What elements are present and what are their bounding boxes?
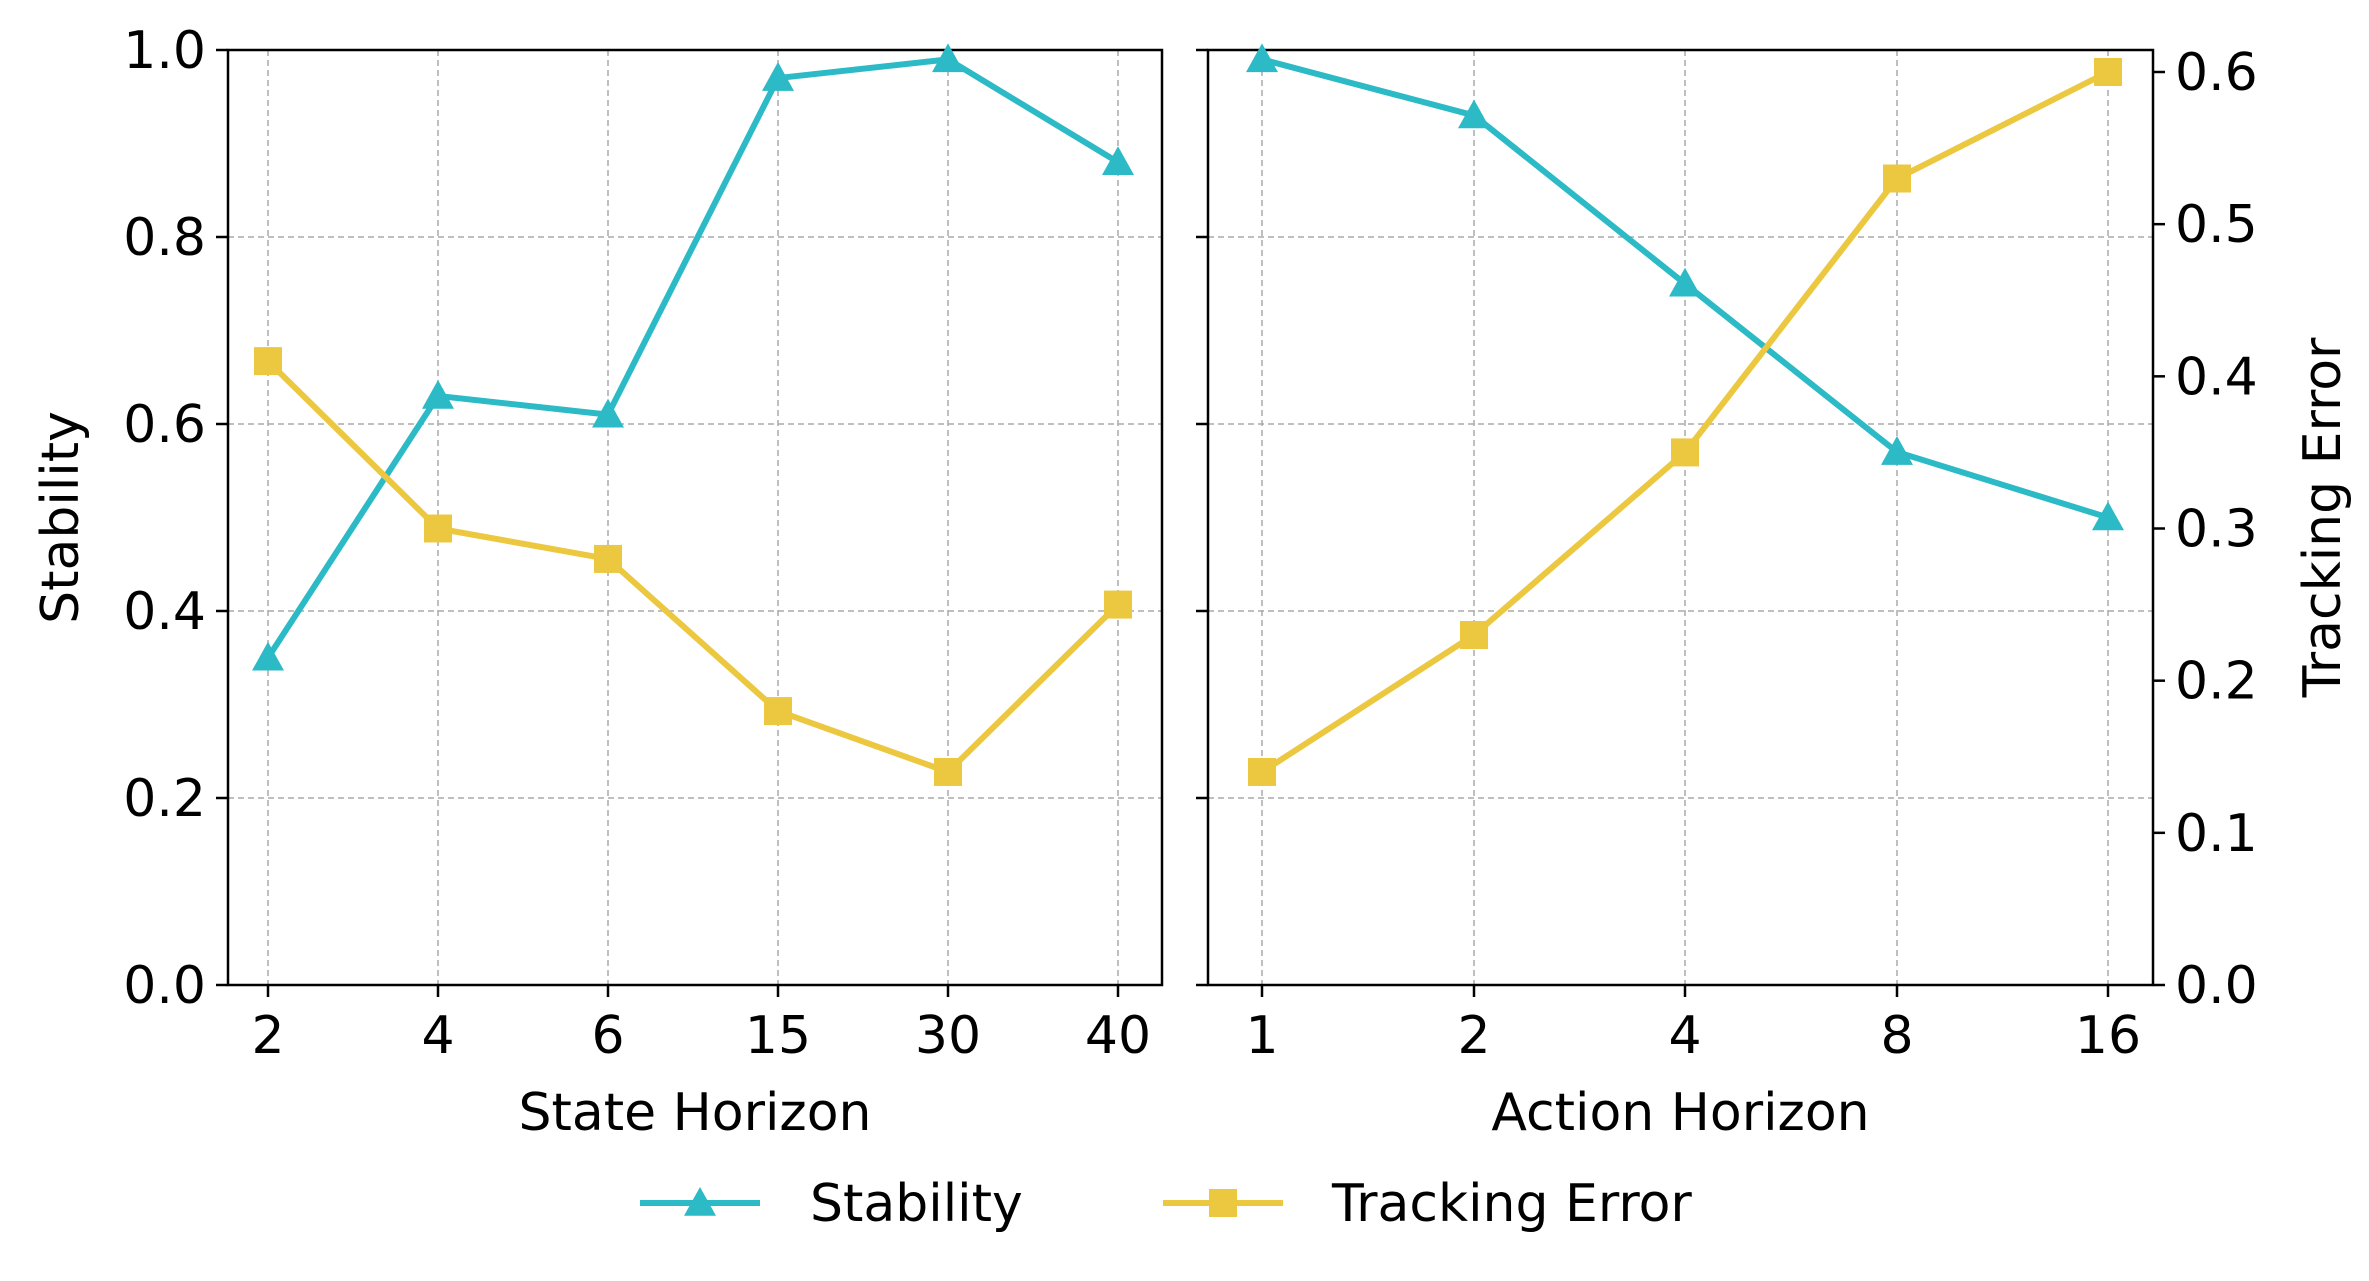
x-tick-label: 4 [1668, 1006, 1701, 1066]
legend: Stability Tracking Error [640, 1174, 1692, 1234]
stability-point [1246, 43, 1278, 73]
stability-point [1458, 99, 1490, 129]
tracking-error-point [1671, 438, 1699, 467]
stability-point [762, 62, 794, 91]
plot-frame [1206, 48, 2155, 987]
tracking-error-point [1248, 757, 1276, 786]
stability-point [592, 398, 624, 428]
x-axis-label: Action Horizon [1491, 1083, 1869, 1143]
tracking-error-line [265, 358, 1121, 775]
y2-tick-label: 0.1 [2175, 804, 2258, 864]
y2-tick-label: 0.4 [2175, 347, 2258, 407]
tracking-error-point [424, 514, 452, 543]
x-tick-label: 15 [745, 1006, 811, 1066]
y-tick-label: 0.6 [123, 395, 206, 455]
y-axis-label: Stability [31, 411, 91, 624]
y-tick-label: 0.8 [123, 208, 206, 268]
x-tick-label: 30 [915, 1006, 981, 1066]
plot-frame [226, 48, 1164, 987]
x-axis-label: State Horizon [519, 1083, 872, 1143]
tracking-error-point [254, 347, 282, 376]
tracking-error-point [1883, 164, 1911, 193]
x-tick-label: 4 [421, 1006, 454, 1066]
tracking-error-point [1104, 590, 1132, 619]
x-tick-label: 8 [1880, 1006, 1913, 1066]
y-tick-label: 1.0 [123, 21, 206, 81]
x-tick-label: 1 [1245, 1006, 1278, 1066]
y-tick-label: 0.4 [123, 582, 206, 642]
y-tick-label: 0.2 [123, 769, 206, 829]
y2-tick-label: 0.0 [2175, 956, 2258, 1016]
stability-point [2092, 501, 2124, 531]
right-panel-action-horizon: 0.0 0.1 0.2 0.3 0.4 0.5 0.6 Tracking Error 1 2 4 8 1… [1196, 43, 2353, 1143]
stability-point [1881, 436, 1913, 465]
tracking-error-point [764, 697, 792, 726]
y2-tick-label: 0.5 [2175, 195, 2258, 255]
y2-tick-label: 0.6 [2175, 43, 2258, 103]
stability-point [1102, 146, 1134, 175]
x-tick-label: 16 [2075, 1006, 2141, 1066]
x-tick-label: 2 [251, 1006, 284, 1066]
y-tick-label: 0.0 [123, 956, 206, 1016]
legend-square-marker [1209, 1189, 1237, 1217]
stability-line [265, 56, 1120, 660]
tracking-error-point [594, 544, 622, 573]
y2-tick-label: 0.3 [2175, 500, 2258, 560]
x-tick-label: 6 [591, 1006, 624, 1066]
left-panel-state-horizon: 0.0 0.2 0.4 0.6 0.8 1.0 2 4 6 15 30 40 State Horizon… [31, 21, 1164, 1143]
tracking-error-point [934, 757, 962, 786]
tracking-error-point [1460, 621, 1488, 650]
stability-point [422, 379, 454, 409]
tracking-error-point [2094, 58, 2122, 86]
y2-tick-label: 0.2 [2175, 652, 2258, 712]
legend-label-tracking-error: Tracking Error [1331, 1174, 1692, 1234]
legend-triangle-marker [684, 1187, 716, 1216]
x-tick-label: 40 [1085, 1006, 1151, 1066]
stability-point [1669, 267, 1701, 297]
stability-point [252, 641, 284, 671]
x-tick-label: 2 [1457, 1006, 1490, 1066]
legend-label-stability: Stability [810, 1174, 1023, 1234]
stability-point [932, 43, 964, 73]
y2-axis-label: Tracking Error [2293, 337, 2353, 698]
